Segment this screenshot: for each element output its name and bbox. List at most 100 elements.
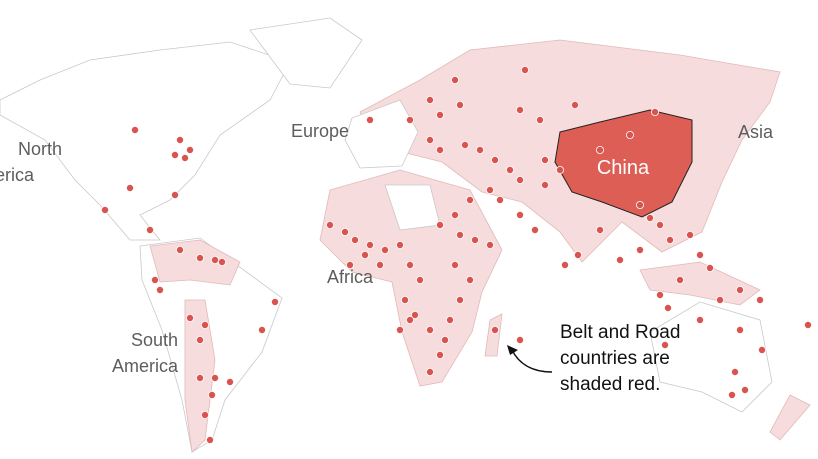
project-dot (435, 111, 444, 120)
project-dot (571, 101, 580, 110)
project-dot (380, 245, 389, 254)
project-dot (195, 373, 204, 382)
project-dot (686, 230, 695, 239)
project-dot (270, 297, 279, 306)
project-dot (455, 230, 464, 239)
project-dot (180, 153, 189, 162)
project-dot (490, 155, 499, 164)
project-dot (736, 285, 745, 294)
project-dot (455, 101, 464, 110)
project-dot (490, 325, 499, 334)
project-dot (360, 250, 369, 259)
project-dot (145, 225, 154, 234)
project-dot (561, 260, 570, 269)
project-dot (465, 195, 474, 204)
project-dot (596, 145, 605, 154)
china-label: China (597, 157, 650, 179)
project-dot (636, 200, 645, 209)
project-dot (395, 240, 404, 249)
project-dot (150, 275, 159, 284)
region-label: Africa (327, 267, 374, 287)
project-dot (736, 325, 745, 334)
north-america (0, 41, 291, 241)
project-dot (210, 255, 219, 264)
project-dot (666, 235, 675, 244)
project-dot (728, 390, 737, 399)
project-dot (465, 275, 474, 284)
project-dot (185, 145, 194, 154)
project-dot (516, 210, 525, 219)
project-dot (470, 235, 479, 244)
project-dot (696, 315, 705, 324)
project-dot (516, 175, 525, 184)
project-dot (495, 195, 504, 204)
project-dot (676, 275, 685, 284)
project-dot (516, 106, 525, 115)
project-dot (485, 185, 494, 194)
project-dot (758, 345, 767, 354)
project-dots (101, 66, 813, 444)
project-dot (716, 295, 725, 304)
project-dot (440, 335, 449, 344)
project-dot (475, 145, 484, 154)
project-dot (656, 220, 665, 229)
south-america-shaded (149, 239, 241, 286)
annotation: Belt and Road (560, 322, 680, 343)
region-label: America (112, 356, 179, 376)
indonesia (639, 261, 761, 306)
project-dot (365, 240, 374, 249)
region-label: America (0, 165, 35, 185)
project-dot (541, 155, 550, 164)
project-dot (405, 116, 414, 125)
project-dot (531, 225, 540, 234)
project-dot (656, 290, 665, 299)
project-dot (516, 335, 525, 344)
project-dot (450, 260, 459, 269)
project-dot (574, 250, 583, 259)
project-dot (225, 377, 234, 386)
western-europe (344, 99, 419, 169)
project-dot (541, 180, 550, 189)
project-dot (195, 253, 204, 262)
project-dot (616, 255, 625, 264)
project-dot (450, 210, 459, 219)
project-dot (325, 220, 334, 229)
new-zealand (769, 394, 811, 441)
project-dot (350, 235, 359, 244)
project-dot (207, 390, 216, 399)
labels: North America Europe Asia Africa South A… (0, 121, 774, 395)
project-dot (706, 263, 715, 272)
project-dot (445, 315, 454, 324)
project-dot (450, 76, 459, 85)
project-dot (200, 410, 209, 419)
project-dot (205, 435, 214, 444)
region-label: South (131, 330, 178, 350)
project-dot (410, 310, 419, 319)
annotation: shaded red. (560, 374, 660, 395)
region-label: North (18, 139, 62, 159)
madagascar (484, 313, 503, 357)
landmasses (0, 17, 811, 453)
project-dot (636, 245, 645, 254)
project-dot (731, 367, 740, 376)
project-dot (661, 340, 670, 349)
project-dot (155, 285, 164, 294)
arrow (511, 349, 553, 373)
project-dot (126, 183, 135, 192)
project-dot (170, 190, 179, 199)
project-dot (375, 260, 384, 269)
region-label: Europe (291, 121, 349, 141)
project-dot (425, 96, 434, 105)
project-dot (696, 250, 705, 259)
project-dot (460, 140, 469, 149)
project-dot (257, 325, 266, 334)
project-dot (210, 373, 219, 382)
project-dot (804, 320, 813, 329)
project-dot (425, 135, 434, 144)
project-dot (101, 205, 110, 214)
project-dot (521, 66, 530, 75)
project-dot (646, 213, 655, 222)
project-dot (200, 320, 209, 329)
project-dot (175, 245, 184, 254)
